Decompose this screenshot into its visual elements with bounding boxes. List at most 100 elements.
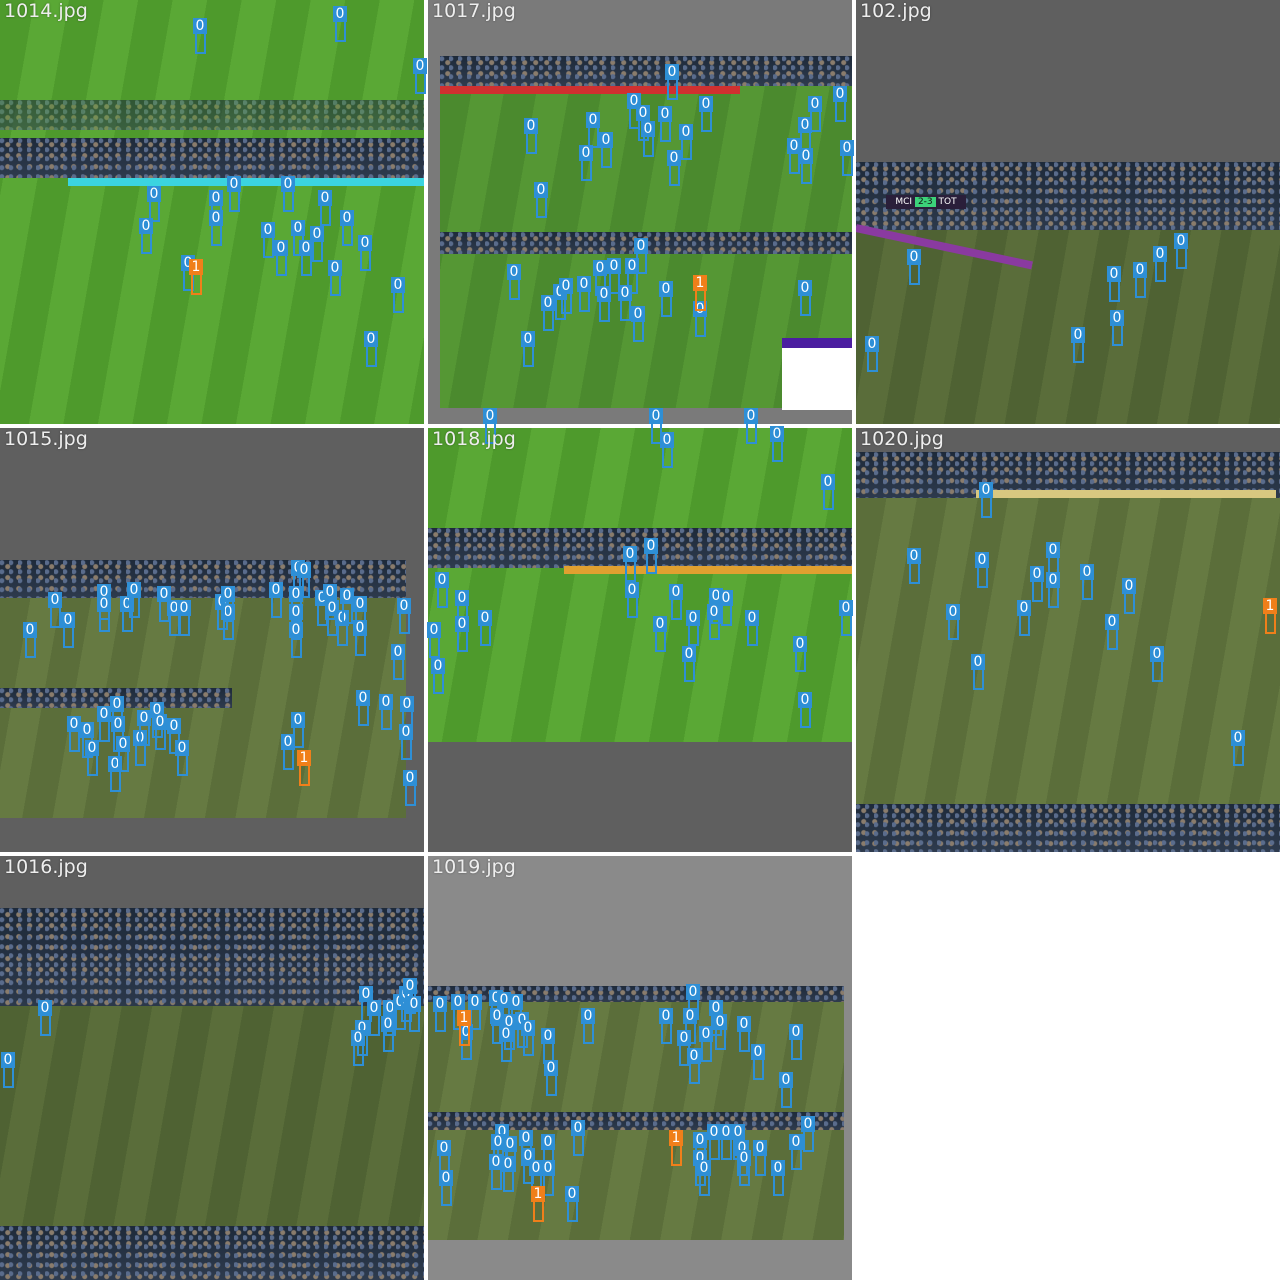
detection-class-label: 1 [693,275,707,291]
detection-class-label: 1 [669,1130,683,1146]
detection-class-label: 0 [719,590,733,606]
detection-class-label: 0 [581,1008,595,1024]
detection-box [755,1154,766,1176]
detection-class-label: 0 [501,1156,515,1172]
detection-class-label: 0 [97,706,111,722]
tile-filename: 102.jpg [860,0,932,22]
detection-box [625,560,636,582]
detection-box [753,1058,764,1080]
detection-class-label: 0 [351,1030,365,1046]
detection-box [1152,660,1163,682]
detection-box [435,1010,446,1032]
detection-box [393,291,404,313]
detection-box [536,196,547,218]
detection-class-label: 0 [333,6,347,22]
detection-box [781,1086,792,1108]
standings-table [782,338,852,410]
detection-class-label: 0 [653,616,667,632]
detection-class-label: 0 [1071,327,1085,343]
detection-class-label: 0 [358,235,372,251]
detection-box [973,668,984,690]
detection-box [661,295,672,317]
detection-box [867,350,878,372]
scoreboard-away: TOT [938,197,957,207]
detection-class-label: 0 [451,994,465,1010]
detection-class-label: 0 [631,306,645,322]
detection-box [803,1130,814,1152]
detection-box [835,100,846,122]
detection-class-label: 0 [697,1160,711,1176]
detection-class-label: 0 [599,132,613,148]
detection-box [1082,578,1093,600]
detection-class-label: 0 [340,588,354,604]
detection-class-label: 0 [139,218,153,234]
detection-box [599,300,610,322]
grid-divider [0,852,1280,856]
detection-class-label: 0 [468,994,482,1010]
detection-class-label: 0 [793,636,807,652]
detection-class-label: 0 [80,722,94,738]
detection-box [669,164,680,186]
detection-class-label: 0 [571,1120,585,1136]
grid-divider [424,0,428,1280]
detection-class-label: 0 [167,718,181,734]
detection-class-label: 0 [787,138,801,154]
detection-class-label: 0 [499,1026,513,1042]
detection-box [381,708,392,730]
stand-crowd [440,56,852,86]
detection-box [909,562,920,584]
detection-box [271,596,282,618]
detection-class-label: 0 [737,1016,751,1032]
detection-class-label: 0 [353,596,367,612]
detection-box [342,224,353,246]
detection-class-label: 0 [147,186,161,202]
detection-box [721,1138,732,1160]
detection-box [415,72,426,94]
detection-box [337,624,348,646]
detection-box [50,606,61,628]
detection-box [746,422,757,444]
detection-box [335,20,346,42]
detection-box [63,626,74,648]
detection-class-label: 0 [413,58,427,74]
detection-class-label: 0 [489,1154,503,1170]
detection-class-label: 0 [318,190,332,206]
detection-box [721,604,732,626]
mosaic-tile: MCI 2-3 TOT 102.jpg [856,0,1280,424]
detection-box [383,1030,394,1052]
detection-class-label: 0 [1153,246,1167,262]
detection-box [523,1034,534,1056]
detection-box [501,1040,512,1062]
detection-class-label: 0 [310,226,324,242]
detection-class-label: 0 [291,220,305,236]
detection-box [358,704,369,726]
detection-class-label: 0 [699,96,713,112]
detection-class-label: 0 [644,538,658,554]
detection-box [409,1010,420,1032]
detection-box [229,190,240,212]
detection-class-label: 0 [381,1016,395,1032]
detection-class-label: 0 [659,1008,673,1024]
detection-box [283,190,294,212]
detection-class-label: 0 [597,286,611,302]
detection-class-label: 0 [177,600,191,616]
detection-class-label: 0 [261,222,275,238]
detection-class-label: 0 [289,622,303,638]
detection-box [715,1028,726,1050]
detection-class-label: 0 [289,586,303,602]
detection-class-label: 0 [833,86,847,102]
detection-box [689,1062,700,1084]
detection-class-label: 1 [189,259,203,275]
detection-box [393,658,404,680]
detection-box [671,598,682,620]
detection-box [3,1066,14,1088]
detection-box [1112,324,1123,346]
detection-box [369,1014,380,1036]
detection-box [795,650,806,672]
detection-box [1135,276,1146,298]
detection-box [823,488,834,510]
detection-box [263,236,274,258]
detection-class-label: 0 [565,1186,579,1202]
detection-class-label: 0 [541,1134,555,1150]
detection-class-label: 0 [483,408,497,424]
